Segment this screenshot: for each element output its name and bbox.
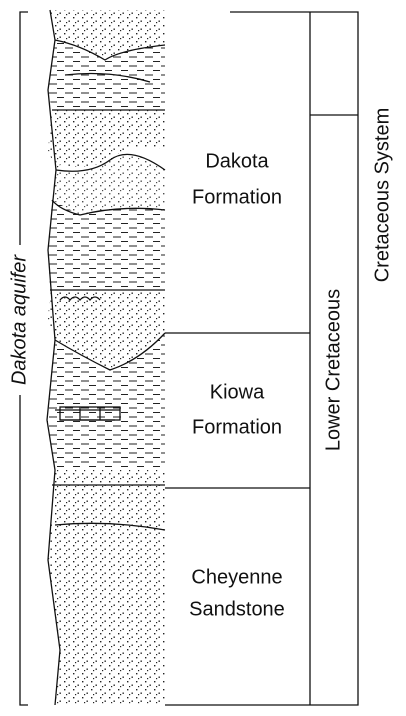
formation-label: Kiowa [210, 381, 265, 403]
formation-label: Formation [192, 416, 282, 438]
unit-boxes [165, 11, 359, 706]
formation-label: Dakota [205, 150, 269, 172]
lithologic-column [46, 9, 166, 706]
formation-label: Sandstone [189, 598, 285, 620]
aquifer-label: Dakota aquifer [8, 254, 30, 385]
formation-label: Cheyenne [191, 566, 282, 588]
formation-label: Formation [192, 186, 282, 208]
aquifer-bracket [6, 11, 34, 706]
series-label: Lower Cretaceous [322, 289, 344, 451]
system-label: Cretaceous System [371, 108, 393, 283]
